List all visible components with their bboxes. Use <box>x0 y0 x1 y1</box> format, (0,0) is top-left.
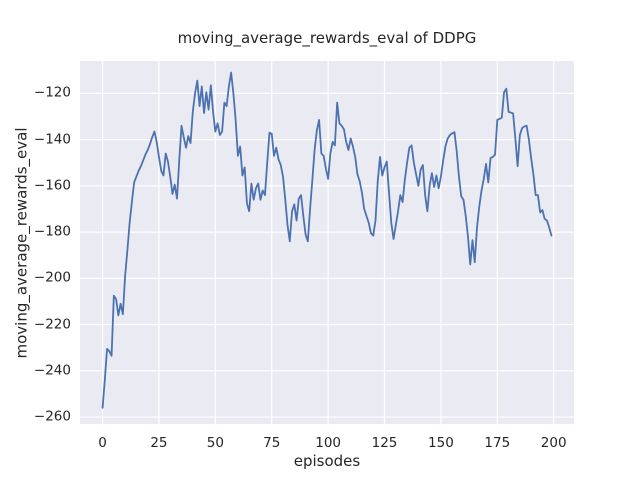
chart-title: moving_average_rewards_eval of DDPG <box>177 29 477 47</box>
y-tick-label: −240 <box>33 362 71 379</box>
x-tick-label: 200 <box>540 435 567 451</box>
x-tick-label: 175 <box>484 435 511 451</box>
y-tick-label: −120 <box>33 84 71 101</box>
chart-svg <box>80 61 574 424</box>
plot-background <box>80 61 574 424</box>
x-tick-label: 75 <box>263 435 281 451</box>
x-tick-label: 100 <box>315 435 342 451</box>
x-tick-label: 150 <box>428 435 454 451</box>
y-tick-label: −180 <box>33 223 71 240</box>
x-tick-label: 25 <box>150 435 168 451</box>
y-tick-label: −220 <box>33 315 71 332</box>
x-tick-label: 125 <box>371 435 398 451</box>
y-tick-label: −140 <box>33 130 71 147</box>
y-tick-label: −260 <box>33 408 71 425</box>
y-tick-label: −200 <box>33 269 71 286</box>
x-axis-label: episodes <box>293 452 361 470</box>
plot-area <box>80 61 574 424</box>
y-tick-label: −160 <box>33 177 71 194</box>
x-tick-label: 50 <box>206 435 224 451</box>
x-tick-label: 0 <box>98 435 107 451</box>
y-axis-label: moving_average_rewards_eval <box>12 127 31 359</box>
series-line <box>101 71 553 409</box>
